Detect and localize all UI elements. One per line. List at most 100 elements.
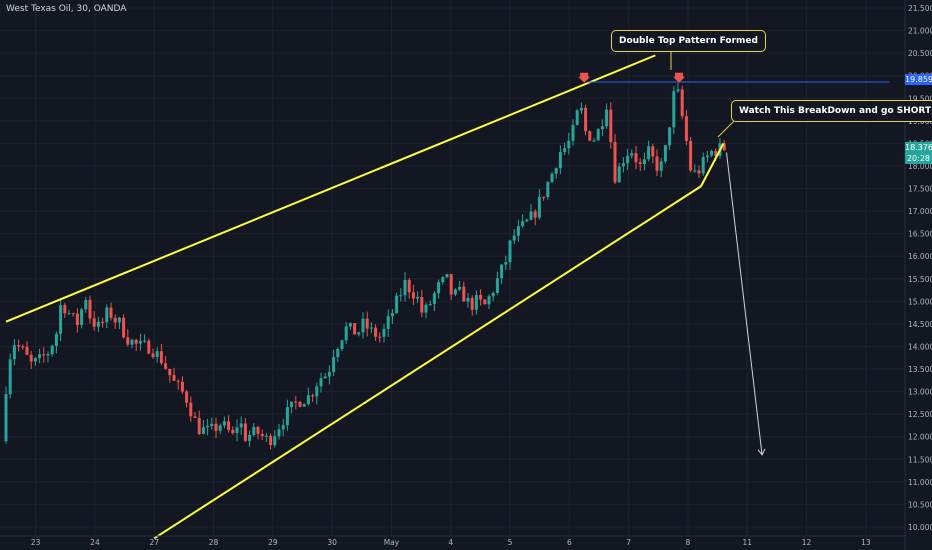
candle-down: [168, 368, 172, 376]
candle-down: [185, 391, 189, 403]
candle-up: [155, 351, 159, 358]
candle-up: [537, 196, 541, 218]
candle-up: [705, 155, 709, 158]
time-axis[interactable]: 23 24 27 28 29 30 May 4 5 6 7 8 11 12 13: [0, 535, 905, 547]
candle-up: [521, 221, 525, 227]
candle-up: [600, 126, 604, 130]
x-tick-label: May: [384, 538, 400, 547]
upper-trendline: [5, 54, 656, 323]
candle-up: [239, 423, 243, 428]
candle-down: [151, 353, 155, 358]
candle-up: [466, 297, 470, 302]
candle-up: [672, 91, 676, 128]
y-tick-label: 13.500: [908, 365, 932, 374]
candle-up: [306, 395, 310, 405]
x-tick-label: 5: [508, 538, 513, 547]
candle-down: [256, 426, 260, 434]
candle-up: [563, 148, 567, 152]
candle-up: [222, 421, 226, 426]
candle-up: [8, 359, 12, 395]
candle-up: [105, 307, 109, 323]
candle-up: [403, 279, 407, 296]
candle-up: [495, 278, 499, 294]
candle-up: [80, 309, 84, 326]
candle-up: [327, 371, 331, 377]
x-tick-label: 24: [90, 538, 100, 547]
candle-up: [399, 295, 403, 297]
candle-up: [382, 328, 386, 337]
candle-up: [84, 299, 88, 310]
candle-down: [462, 286, 466, 302]
candle-down: [634, 153, 638, 163]
candle-down: [378, 336, 382, 338]
candle-up: [348, 323, 352, 327]
candle-down: [159, 351, 163, 364]
lower-trendline: [153, 185, 702, 540]
candle-down: [180, 381, 184, 392]
candle-down: [689, 140, 693, 171]
candle-down: [374, 327, 378, 337]
candle-up: [529, 211, 533, 220]
y-tick-label: 11.000: [908, 478, 932, 487]
y-tick-label: 10.000: [908, 523, 932, 532]
candle-up: [50, 345, 54, 355]
candle-up: [290, 401, 294, 408]
candle-up: [33, 358, 37, 362]
candle-up: [546, 182, 550, 197]
y-tick-label: 21.500: [908, 4, 932, 13]
candle-down: [638, 162, 642, 165]
candle-down: [243, 423, 247, 441]
candle-up: [579, 107, 583, 111]
candle-up: [46, 354, 50, 356]
candle-down: [722, 143, 726, 151]
candle-up: [96, 321, 100, 327]
candle-down: [609, 109, 613, 142]
candle-down: [197, 417, 201, 434]
candle-up: [344, 326, 348, 341]
candle-down: [176, 380, 180, 382]
candle-up: [235, 427, 239, 434]
candle-down: [651, 146, 655, 157]
candle-up: [4, 394, 8, 442]
y-tick-label: 13.000: [908, 388, 932, 397]
y-tick-label: 14.500: [908, 320, 932, 329]
candle-up: [668, 127, 672, 146]
candle-up: [558, 151, 562, 169]
candle-down: [193, 416, 197, 418]
candle-up: [117, 317, 121, 323]
annotation-lines: [5, 52, 890, 540]
candle-up: [210, 423, 214, 427]
candle-up: [441, 277, 445, 283]
candle-up: [248, 434, 252, 441]
candle-down: [172, 375, 176, 381]
y-tick-label: 12.000: [908, 433, 932, 442]
candle-up: [361, 318, 365, 333]
candle-up: [659, 161, 663, 171]
y-tick-label: 16.000: [908, 252, 932, 261]
candle-up: [340, 340, 344, 349]
candle-up: [54, 333, 58, 346]
candle-up: [500, 264, 504, 279]
candle-up: [693, 170, 697, 172]
first-top-marker: [578, 72, 591, 83]
candle-up: [504, 262, 508, 265]
candle-up: [596, 129, 600, 141]
y-tick-label: 18.000: [908, 162, 932, 171]
candle-down: [88, 299, 92, 319]
candle-up: [550, 173, 554, 183]
candle-up: [386, 316, 390, 329]
x-tick-label: 27: [149, 538, 159, 547]
candle-down: [311, 395, 315, 397]
x-tick-label: 12: [802, 538, 812, 547]
candle-up: [512, 235, 516, 241]
double-top-callout: Double Top Pattern Formed: [611, 30, 766, 52]
candle-down: [588, 131, 592, 141]
candle-up: [605, 109, 609, 127]
y-tick-label: 16.500: [908, 230, 932, 239]
candle-down: [92, 318, 96, 327]
candle-down: [260, 433, 264, 437]
candle-down: [533, 211, 537, 218]
y-tick-label: 15.000: [908, 297, 932, 306]
candle-up: [621, 163, 625, 167]
candle-down: [189, 402, 193, 417]
